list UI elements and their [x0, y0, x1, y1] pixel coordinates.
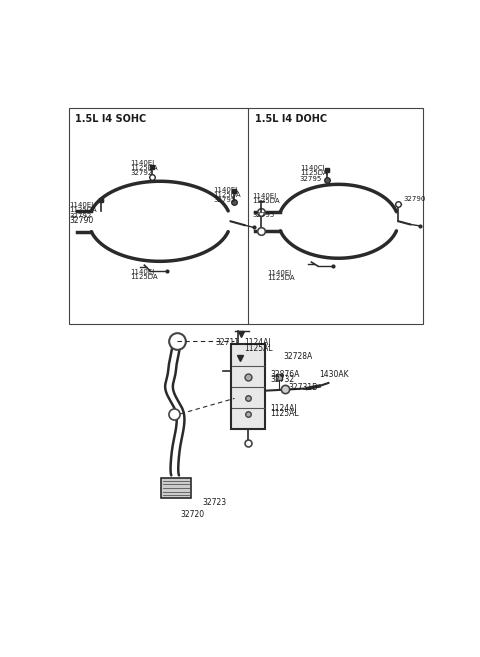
Text: 32720: 32720	[180, 510, 204, 519]
Text: 1140EJ: 1140EJ	[252, 193, 276, 199]
Bar	[69, 108, 423, 324]
Text: 32790: 32790	[404, 196, 426, 202]
Text: 32795: 32795	[300, 176, 322, 182]
Text: 32792: 32792	[70, 213, 92, 219]
Text: 1140EJ: 1140EJ	[214, 187, 238, 193]
Text: 1140EJ: 1140EJ	[131, 160, 155, 166]
Text: 32731B: 32731B	[288, 383, 318, 392]
Text: 32795: 32795	[214, 197, 236, 204]
Text: 32795: 32795	[252, 212, 275, 218]
Text: 1125DA: 1125DA	[214, 192, 241, 198]
Text: 32732: 32732	[271, 375, 295, 384]
Text: 1125DA: 1125DA	[131, 275, 158, 281]
Text: 1125AL: 1125AL	[244, 344, 273, 353]
Text: 1125DA: 1125DA	[252, 198, 280, 204]
Text: 32711: 32711	[215, 338, 239, 348]
Text: 1.5L I4 DOHC: 1.5L I4 DOHC	[255, 114, 327, 124]
Text: 1140EJ: 1140EJ	[70, 202, 94, 208]
Text: 1140EJ: 1140EJ	[131, 269, 155, 275]
Text: 1140CJ: 1140CJ	[300, 165, 324, 171]
Bar	[230, 344, 265, 429]
Text: 1125DA: 1125DA	[131, 165, 158, 171]
Text: 1125DA: 1125DA	[267, 275, 295, 281]
Text: 1125DA: 1125DA	[70, 208, 97, 214]
Text: 32790: 32790	[70, 216, 94, 225]
Text: 1140EJ: 1140EJ	[267, 270, 292, 276]
Text: 1.5L I4 SOHC: 1.5L I4 SOHC	[75, 114, 146, 124]
Text: 32876A: 32876A	[271, 370, 300, 379]
Text: 1124AJ: 1124AJ	[244, 338, 271, 348]
Text: 1125DA: 1125DA	[300, 170, 327, 177]
Text: 1124AJ: 1124AJ	[271, 404, 297, 413]
Text: 32792: 32792	[131, 170, 153, 177]
Text: 32723: 32723	[202, 499, 226, 507]
Text: 32728A: 32728A	[283, 352, 312, 361]
Bar	[161, 478, 191, 499]
Text: 1125AL: 1125AL	[271, 409, 299, 418]
Text: 1430AK: 1430AK	[319, 370, 349, 379]
